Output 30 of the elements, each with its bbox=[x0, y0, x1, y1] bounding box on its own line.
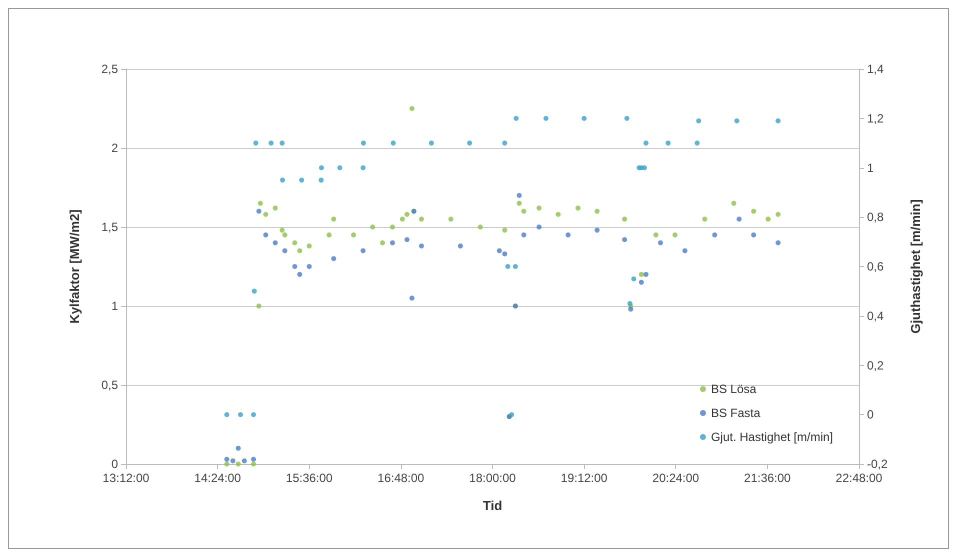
x-tick-label: 18:00:00 bbox=[469, 471, 516, 485]
legend-label: BS Fasta bbox=[710, 406, 761, 420]
x-tick-label: 21:36:00 bbox=[744, 471, 792, 485]
y2-tick-label: 1,4 bbox=[867, 62, 884, 76]
x-tick-label: 13:12:00 bbox=[102, 471, 150, 485]
y-axis-title: Kylfaktor [MW/m2] bbox=[67, 209, 82, 324]
y2-tick-label: 0,4 bbox=[867, 308, 884, 323]
x-tick-label: 15:36:00 bbox=[286, 471, 333, 485]
x-tick-label: 19:12:00 bbox=[560, 471, 608, 485]
y2-axis-title: Gjuthastighet [m/min] bbox=[908, 199, 923, 334]
x-tick-label: 14:24:00 bbox=[194, 471, 242, 485]
y-tick-label: 0 bbox=[111, 457, 118, 471]
legend-label: BS Lösa bbox=[710, 382, 757, 396]
y2-tick-label: -0,2 bbox=[867, 457, 888, 471]
y-tick-label: 0,5 bbox=[101, 378, 118, 392]
y2-tick-label: 1 bbox=[867, 160, 874, 175]
x-tick-label: 20:24:00 bbox=[652, 471, 700, 485]
x-tick-label: 16:48:00 bbox=[378, 471, 425, 485]
legend-label: Gjut. Hastighet [m/min] bbox=[710, 430, 834, 444]
y2-tick-label: 0 bbox=[867, 408, 874, 422]
x-tick-label: 22:48:00 bbox=[836, 471, 883, 485]
y2-tick-label: 0,8 bbox=[867, 210, 884, 224]
x-axis-title: Tid bbox=[482, 498, 502, 513]
y2-tick-label: 0,6 bbox=[867, 260, 884, 274]
y-tick-label: 2,5 bbox=[101, 62, 118, 76]
y2-tick-label: 0,2 bbox=[867, 358, 884, 372]
y-tick-label: 1,5 bbox=[101, 220, 118, 234]
y-tick-label: 2 bbox=[111, 141, 118, 155]
y-tick-label: 1 bbox=[111, 299, 118, 313]
y2-tick-label: 1,2 bbox=[867, 111, 884, 126]
